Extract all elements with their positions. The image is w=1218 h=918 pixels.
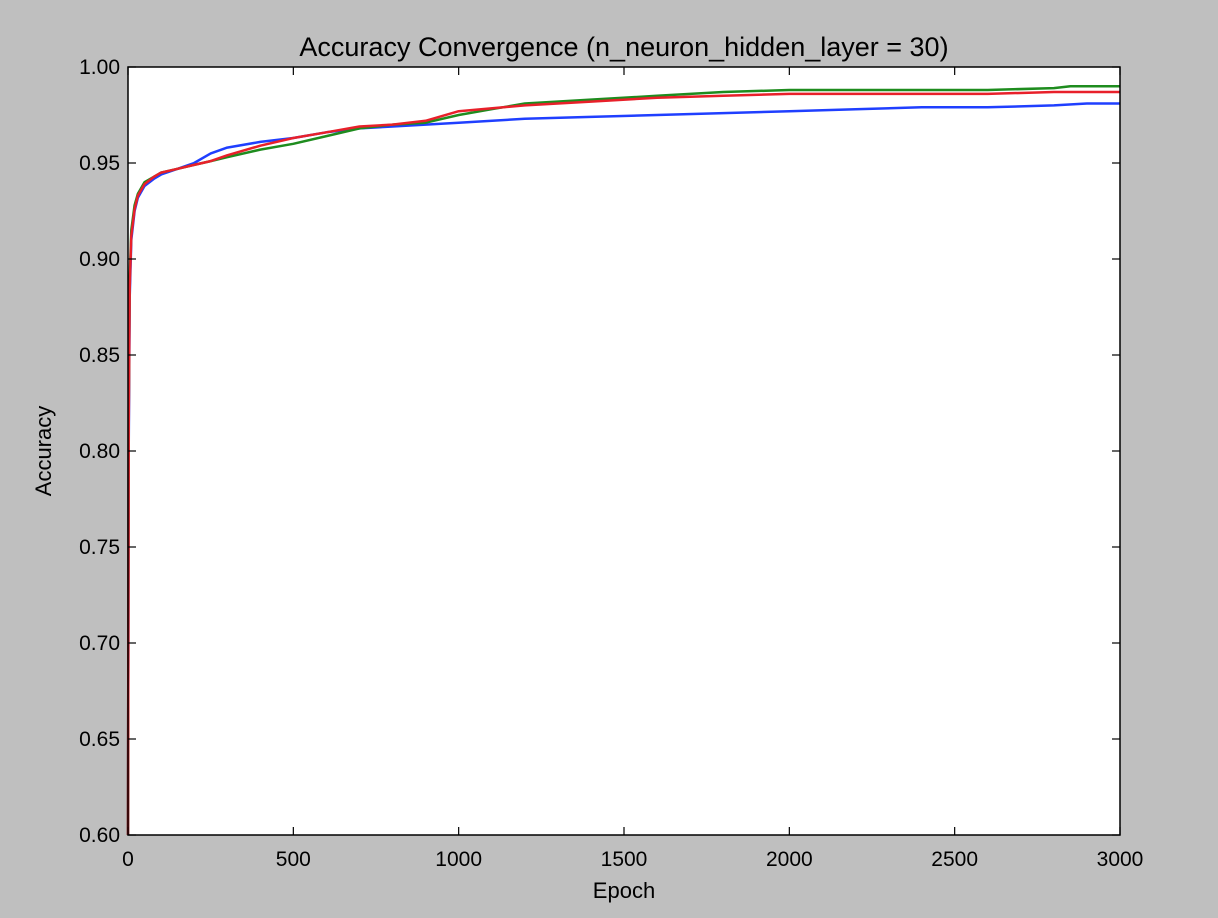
x-tick-label: 3000 (1097, 848, 1144, 871)
chart-title: Accuracy Convergence (n_neuron_hidden_la… (299, 32, 948, 62)
y-tick-label: 0.80 (79, 440, 120, 463)
y-tick-label: 1.00 (79, 56, 120, 79)
ticks-layer: 0 500 1000 1500 2000 2500 3000 0.60 0.65 0.70 0.75… (79, 56, 1143, 871)
x-tick-label: 2000 (766, 848, 813, 871)
y-tick-label: 0.65 (79, 728, 120, 751)
x-tick-label: 1500 (601, 848, 648, 871)
y-tick-label: 0.85 (79, 344, 120, 367)
series-layer (126, 84, 1120, 836)
x-tick-label: 1000 (435, 848, 482, 871)
y-tick-label: 0.60 (79, 824, 120, 847)
x-tick-label: 500 (276, 848, 311, 871)
y-axis-label: Accuracy (31, 406, 56, 496)
x-tick-label: 2500 (931, 848, 978, 871)
y-tick-label: 0.95 (79, 152, 120, 175)
x-tick-label: 0 (122, 848, 134, 871)
y-tick-label: 0.90 (79, 248, 120, 271)
series-line-3 (126, 90, 1120, 836)
x-axis-label: Epoch (593, 878, 655, 903)
y-tick-label: 0.70 (79, 632, 120, 655)
plot-area (128, 67, 1120, 835)
y-tick-label: 0.75 (79, 536, 120, 559)
